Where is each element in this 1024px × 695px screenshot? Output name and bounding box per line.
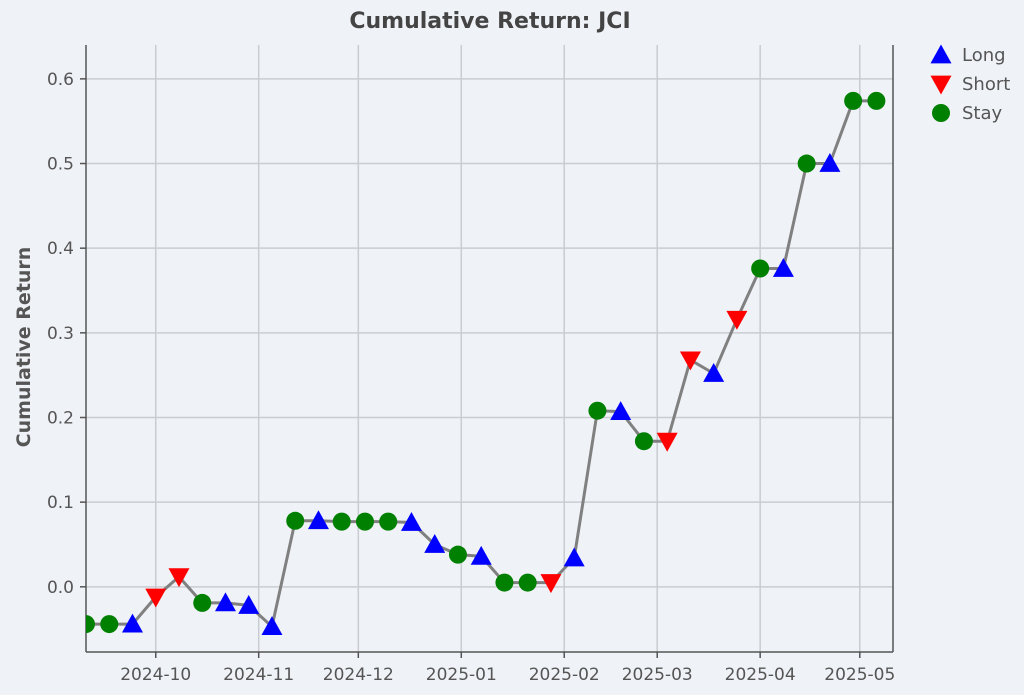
point-short bbox=[726, 310, 748, 330]
x-tick-label: 2025-02 bbox=[529, 665, 600, 685]
x-tick-label: 2025-05 bbox=[824, 665, 895, 685]
x-tick-label: 2025-01 bbox=[426, 665, 497, 685]
point-short bbox=[656, 432, 678, 452]
point-stay bbox=[355, 512, 374, 531]
y-tick-label: 0.3 bbox=[47, 324, 74, 344]
point-short bbox=[679, 351, 701, 371]
y-tick-label: 0.5 bbox=[47, 155, 74, 175]
point-long bbox=[772, 257, 794, 277]
point-stay bbox=[495, 573, 514, 592]
point-long bbox=[470, 545, 492, 565]
point-stay bbox=[448, 545, 467, 564]
legend-item-long: Long bbox=[930, 44, 1006, 66]
y-axis-label: Cumulative Return bbox=[13, 247, 35, 448]
grid bbox=[86, 45, 893, 652]
y-tick-label: 0.6 bbox=[47, 70, 74, 90]
point-stay bbox=[100, 615, 119, 634]
point-short bbox=[540, 574, 562, 594]
series bbox=[86, 91, 886, 636]
point-long bbox=[610, 401, 632, 420]
chart-title: Cumulative Return: JCI bbox=[349, 9, 630, 34]
x-tick-label: 2024-11 bbox=[223, 665, 294, 685]
point-long bbox=[214, 592, 236, 612]
point-long bbox=[400, 511, 422, 531]
point-stay bbox=[518, 573, 537, 592]
point-stay bbox=[86, 615, 95, 634]
y-tick-label: 0.4 bbox=[47, 239, 74, 259]
legend-marker-stay bbox=[932, 104, 950, 122]
legend-marker-short bbox=[930, 75, 952, 95]
y-tick-label: 0.0 bbox=[47, 578, 74, 598]
point-stay bbox=[797, 154, 816, 173]
axes bbox=[80, 45, 894, 658]
point-short bbox=[168, 568, 190, 588]
point-stay bbox=[844, 91, 863, 110]
point-stay bbox=[867, 91, 886, 110]
legend-label: Long bbox=[962, 45, 1006, 66]
legend-label: Short bbox=[962, 74, 1010, 95]
point-long bbox=[121, 613, 143, 633]
point-stay bbox=[286, 511, 305, 530]
x-tick-label: 2024-10 bbox=[120, 665, 191, 685]
point-stay bbox=[588, 401, 607, 420]
point-stay bbox=[379, 512, 398, 531]
point-long bbox=[703, 362, 725, 382]
y-tick-label: 0.2 bbox=[47, 408, 74, 428]
x-tick-label: 2025-04 bbox=[725, 665, 796, 685]
point-stay bbox=[634, 432, 653, 451]
point-stay bbox=[193, 593, 212, 612]
legend-item-stay: Stay bbox=[932, 103, 1003, 124]
tick-labels: 2024-10 2024-11 2024-12 2025-01 2025-02 2025-… bbox=[47, 70, 895, 685]
point-long bbox=[424, 533, 446, 553]
point-long bbox=[261, 616, 283, 636]
point-long bbox=[819, 153, 841, 172]
point-long bbox=[563, 547, 585, 567]
legend: Long Short Stay bbox=[930, 44, 1010, 124]
legend-item-short: Short bbox=[930, 74, 1010, 95]
y-tick-label: 0.1 bbox=[47, 493, 74, 513]
x-tick-label: 2025-03 bbox=[622, 665, 693, 685]
point-short bbox=[145, 588, 167, 608]
point-stay bbox=[332, 512, 351, 531]
point-long bbox=[238, 594, 260, 614]
legend-label: Stay bbox=[962, 103, 1003, 124]
x-tick-label: 2024-12 bbox=[323, 665, 394, 685]
point-stay bbox=[751, 259, 770, 278]
legend-marker-long bbox=[930, 44, 952, 64]
point-long bbox=[307, 510, 329, 530]
